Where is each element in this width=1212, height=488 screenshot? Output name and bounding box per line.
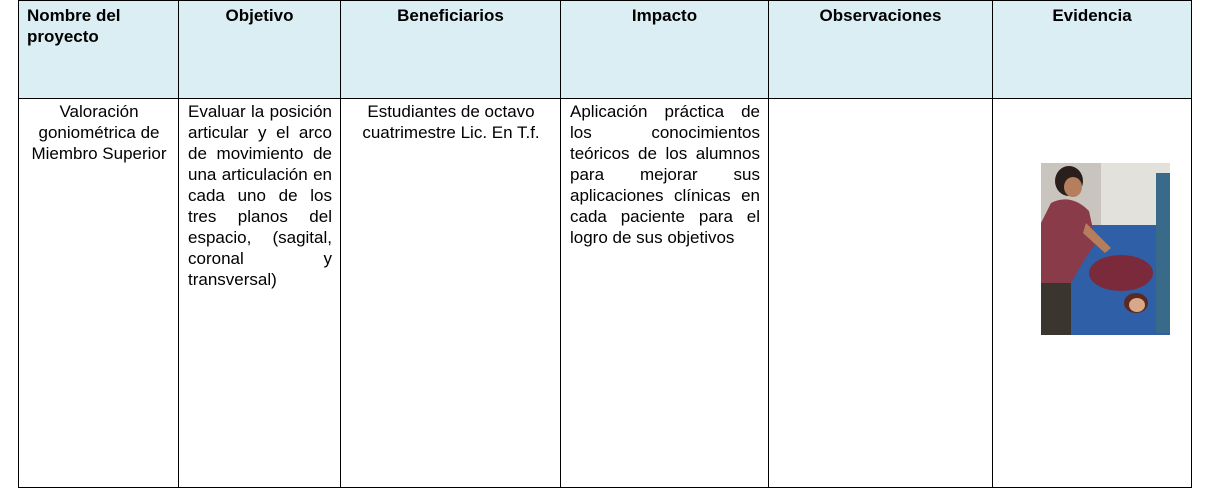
project-table: Nombre del proyecto Objetivo Beneficiari… bbox=[18, 0, 1192, 488]
header-cell: Objetivo bbox=[178, 0, 341, 99]
cell bbox=[768, 98, 993, 488]
cell: Estudiantes de octavo cuatrimestre Lic. … bbox=[340, 98, 561, 488]
cell: Aplicación práctica de los conocimientos… bbox=[560, 98, 769, 488]
cell: Evaluar la posición articular y el arco … bbox=[178, 98, 341, 488]
header-cell: Evidencia bbox=[992, 0, 1192, 99]
cell: Valoración goniométrica de Miembro Super… bbox=[18, 98, 179, 488]
header-cell: Nombre del proyecto bbox=[18, 0, 179, 99]
evidence-photo bbox=[1041, 163, 1170, 335]
header-cell: Impacto bbox=[560, 0, 769, 99]
header-row: Nombre del proyecto Objetivo Beneficiari… bbox=[18, 0, 1192, 99]
header-cell: Observaciones bbox=[768, 0, 993, 99]
body-row: Valoración goniométrica de Miembro Super… bbox=[18, 98, 1192, 488]
header-cell: Beneficiarios bbox=[340, 0, 561, 99]
